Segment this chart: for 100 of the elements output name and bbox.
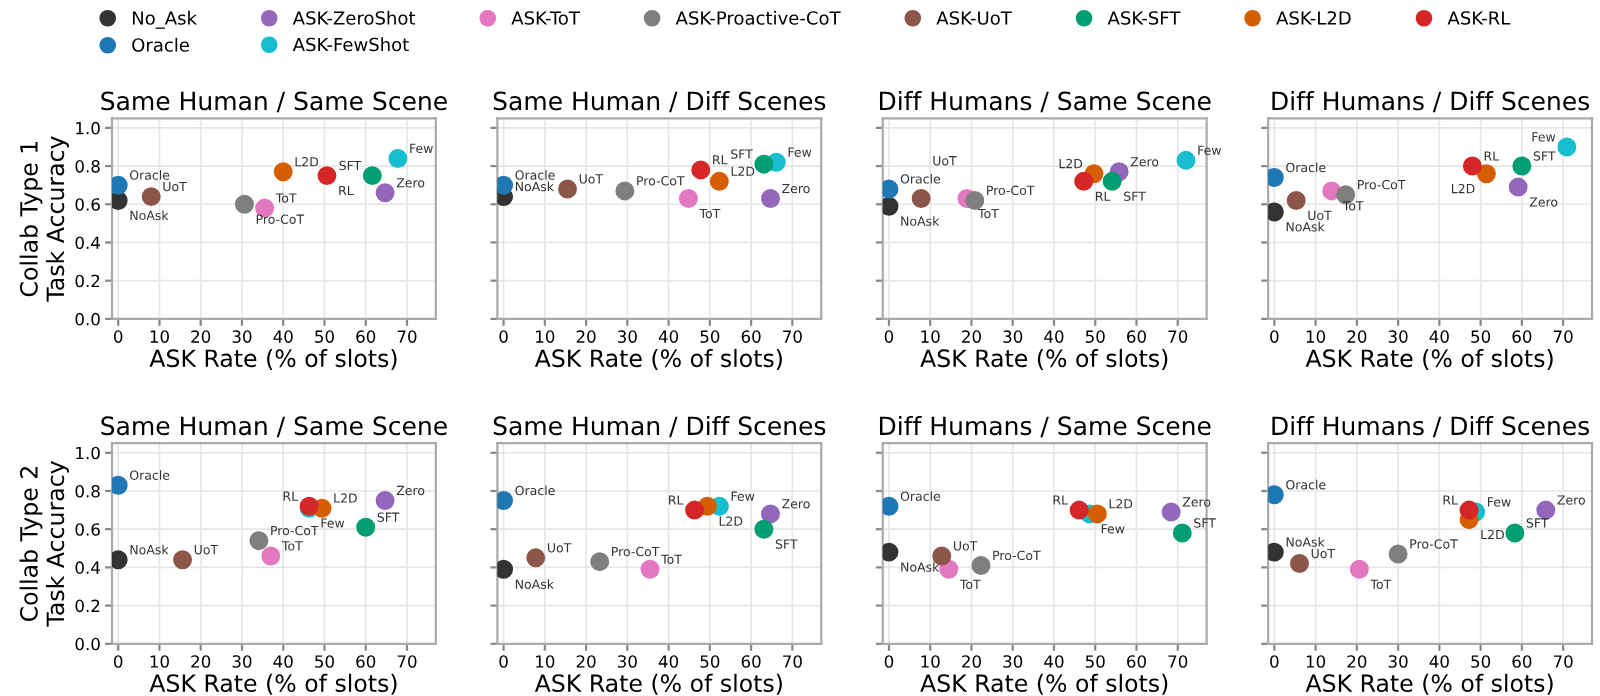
x-tick-label: 10 (536, 330, 555, 343)
x-tick-label: 40 (658, 330, 679, 343)
y-tick-label: 0.2 (75, 274, 100, 288)
x-tick-label: 60 (741, 330, 761, 343)
legend-label: No_Ask (132, 10, 197, 29)
point (1102, 171, 1122, 191)
x-tick-label: 50 (315, 655, 334, 668)
x-tick-label: 70 (1168, 655, 1188, 668)
x-tick-label: 70 (1553, 655, 1573, 668)
x-tick-label: 60 (741, 655, 761, 668)
x-tick-label: 50 (315, 330, 334, 343)
point (1388, 544, 1408, 564)
point (1268, 202, 1284, 222)
legend-label: ASK-SFT (1107, 11, 1181, 25)
legend-label: ASK-FewShot (292, 37, 409, 52)
point (317, 166, 337, 186)
point (1087, 504, 1107, 524)
x-tick-label: 0 (1270, 330, 1279, 343)
point (754, 519, 774, 539)
x-axis-title: ASK Rate (% of slots) (149, 348, 397, 370)
point (882, 542, 899, 562)
x-tick-label: 30 (1388, 655, 1408, 668)
x-tick-label: 0 (884, 655, 894, 668)
point (882, 496, 899, 516)
x-tick-label: 0 (499, 330, 508, 343)
x-tick-label: 70 (397, 330, 417, 343)
point (1536, 500, 1556, 520)
x-tick-label: 40 (273, 655, 293, 668)
chart-title: Same Human / Same Scene (101, 91, 447, 113)
y-tick-label: 0.8 (75, 160, 100, 173)
point (932, 546, 952, 566)
x-tick-label: 0 (884, 330, 894, 343)
point (112, 550, 128, 570)
point (939, 559, 959, 579)
point (1286, 190, 1306, 210)
x-tick-label: 50 (700, 655, 720, 668)
x-tick-label: 60 (1127, 330, 1146, 343)
chart-title: Same Human / Diff Scenes (493, 90, 826, 113)
point (640, 559, 660, 579)
point (971, 555, 991, 575)
legend-label: ASK-UoT (936, 11, 1012, 25)
point (1290, 554, 1309, 574)
x-tick-label: 40 (658, 655, 679, 668)
x-tick-label: 40 (1429, 330, 1449, 343)
point (1268, 542, 1284, 562)
point (497, 491, 514, 511)
point (709, 171, 729, 191)
point (112, 175, 128, 195)
point (261, 546, 281, 566)
point (965, 190, 985, 210)
point (112, 475, 128, 495)
y-tick-label: 0.4 (75, 236, 100, 250)
point (590, 552, 610, 572)
x-tick-label: 0 (113, 330, 123, 343)
y-axis-title: Collab Type 2 Task Accuracy (19, 461, 69, 627)
y-tick-label: 1.0 (76, 446, 100, 460)
x-tick-label: 20 (962, 655, 981, 668)
point (1462, 156, 1482, 176)
x-axis-title: ASK Rate (% of slots) (149, 673, 397, 695)
y-tick-label: 0.6 (75, 523, 100, 536)
x-tick-label: 50 (1471, 655, 1491, 668)
x-tick-label: 20 (1347, 655, 1367, 668)
point (1161, 502, 1181, 522)
x-tick-label: 40 (1429, 655, 1449, 668)
x-tick-label: 10 (150, 655, 169, 668)
point (356, 517, 376, 537)
x-axis-title: ASK Rate (% of slots) (920, 673, 1168, 695)
x-tick-label: 0 (499, 655, 508, 668)
x-tick-label: 60 (1512, 330, 1532, 343)
x-tick-label: 60 (1127, 655, 1146, 668)
x-tick-label: 60 (1512, 655, 1532, 668)
y-tick-label: 0.4 (75, 561, 100, 574)
x-tick-label: 70 (397, 655, 417, 668)
legend-label: ASK-ToT (511, 11, 580, 25)
point (497, 559, 514, 579)
x-tick-label: 10 (921, 655, 940, 668)
point (685, 500, 705, 520)
x-axis-title: ASK Rate (% of slots) (1305, 673, 1553, 695)
x-axis-title: ASK Rate (% of slots) (534, 673, 782, 695)
point (173, 550, 193, 570)
point (375, 491, 395, 511)
x-tick-label: 30 (1003, 330, 1023, 343)
x-tick-label: 10 (1306, 330, 1326, 343)
point (112, 190, 128, 210)
x-tick-label: 60 (356, 330, 376, 343)
point (761, 504, 780, 524)
point (388, 148, 408, 168)
point (1176, 150, 1196, 170)
chart-title: Same Human / Diff Scenes (493, 415, 826, 438)
x-tick-label: 10 (1306, 655, 1326, 668)
x-tick-label: 70 (783, 330, 802, 343)
point (141, 187, 161, 207)
point (1172, 523, 1192, 543)
x-tick-label: 10 (536, 655, 555, 668)
point (911, 189, 931, 209)
point (234, 194, 254, 214)
x-tick-label: 30 (1003, 655, 1023, 668)
x-tick-label: 30 (1388, 330, 1408, 343)
x-tick-label: 20 (1347, 330, 1367, 343)
point (761, 189, 780, 209)
